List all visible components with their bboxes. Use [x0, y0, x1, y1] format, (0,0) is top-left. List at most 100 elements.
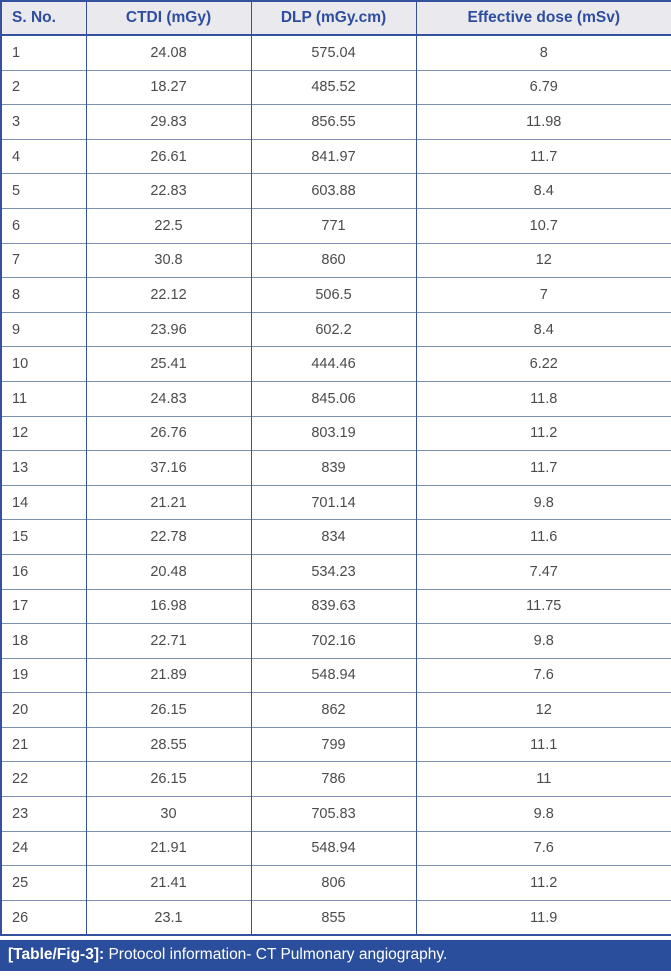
cell-dlp: 845.06: [250, 380, 416, 417]
cell-dlp: 860: [250, 242, 416, 278]
cell-ctdi: 22.83: [85, 173, 251, 209]
table-row: 22 26.15 786 11: [1, 761, 671, 797]
table-row: 6 22.5 771 10.7: [1, 207, 671, 244]
cell-dlp: 702.16: [250, 623, 416, 659]
cell-sno: 5: [1, 173, 86, 209]
table-row: 17 16.98 839.63 11.75: [1, 588, 671, 624]
table-row: 1 24.08 575.04 8: [1, 35, 671, 71]
cell-effective-dose: 6.79: [415, 69, 671, 105]
table-row: 13 37.16 839 11.7: [1, 450, 671, 486]
cell-ctdi: 26.61: [85, 138, 251, 174]
cell-dlp: 839: [250, 450, 416, 486]
cell-dlp: 841.97: [250, 138, 416, 174]
cell-effective-dose: 11.8: [415, 380, 671, 417]
cell-sno: 8: [1, 277, 86, 313]
cell-ctdi: 16.98: [85, 588, 251, 624]
dose-data-table: S. No. CTDI (mGy) DLP (mGy.cm) Effective do…: [0, 0, 671, 937]
table-row: 5 22.83 603.88 8.4: [1, 173, 671, 209]
cell-ctdi: 22.78: [85, 519, 251, 555]
cell-effective-dose: 9.8: [415, 484, 671, 520]
cell-sno: 23: [1, 796, 86, 832]
table-row: 11 24.83 845.06 11.8: [1, 380, 671, 417]
cell-sno: 4: [1, 138, 86, 174]
table-row: 19 21.89 548.94 7.6: [1, 657, 671, 693]
cell-dlp: 806: [250, 865, 416, 901]
cell-effective-dose: 12: [415, 242, 671, 278]
cell-sno: 12: [1, 415, 86, 451]
cell-sno: 20: [1, 692, 86, 728]
cell-ctdi: 21.89: [85, 657, 251, 693]
table-row: 23 30 705.83 9.8: [1, 796, 671, 832]
table-row: 3 29.83 856.55 11.98: [1, 104, 671, 140]
col-header-dlp: DLP (mGy.cm): [250, 1, 416, 36]
cell-effective-dose: 11: [415, 761, 671, 797]
cell-dlp: 862: [250, 692, 416, 728]
cell-dlp: 485.52: [250, 69, 416, 105]
cell-sno: 18: [1, 623, 86, 659]
cell-effective-dose: 8.4: [415, 173, 671, 209]
cell-sno: 2: [1, 69, 86, 105]
cell-ctdi: 20.48: [85, 553, 251, 589]
cell-dlp: 839.63: [250, 588, 416, 624]
cell-effective-dose: 11.98: [415, 104, 671, 140]
caption-label: [Table/Fig-3]:: [8, 946, 105, 964]
cell-dlp: 548.94: [250, 830, 416, 866]
cell-dlp: 803.19: [250, 415, 416, 451]
table-row: 24 21.91 548.94 7.6: [1, 830, 671, 866]
table-row: 2 18.27 485.52 6.79: [1, 69, 671, 105]
cell-effective-dose: 7.47: [415, 553, 671, 589]
cell-effective-dose: 11.9: [415, 899, 671, 936]
cell-dlp: 705.83: [250, 796, 416, 832]
table-row: 18 22.71 702.16 9.8: [1, 623, 671, 659]
cell-sno: 25: [1, 865, 86, 901]
cell-effective-dose: 11.7: [415, 138, 671, 174]
cell-ctdi: 26.15: [85, 761, 251, 797]
cell-dlp: 701.14: [250, 484, 416, 520]
table-row: 8 22.12 506.5 7: [1, 277, 671, 313]
cell-ctdi: 37.16: [85, 450, 251, 486]
cell-ctdi: 26.76: [85, 415, 251, 451]
table-row: 26 23.1 855 11.9: [1, 899, 671, 936]
cell-dlp: 602.2: [250, 311, 416, 347]
cell-effective-dose: 10.7: [415, 207, 671, 244]
caption-text: Protocol information- CT Pulmonary angio…: [104, 946, 448, 964]
table-row: 25 21.41 806 11.2: [1, 865, 671, 901]
cell-dlp: 799: [250, 726, 416, 762]
cell-ctdi: 25.41: [85, 346, 251, 382]
cell-ctdi: 18.27: [85, 69, 251, 105]
cell-dlp: 786: [250, 761, 416, 797]
cell-ctdi: 22.12: [85, 277, 251, 313]
cell-dlp: 444.46: [250, 346, 416, 382]
cell-ctdi: 23.1: [85, 899, 251, 936]
table-row: 7 30.8 860 12: [1, 242, 671, 278]
cell-sno: 3: [1, 104, 86, 140]
cell-sno: 22: [1, 761, 86, 797]
cell-ctdi: 24.83: [85, 380, 251, 417]
table-row: 21 28.55 799 11.1: [1, 726, 671, 762]
cell-sno: 26: [1, 899, 86, 936]
cell-ctdi: 21.41: [85, 865, 251, 901]
cell-dlp: 575.04: [250, 35, 416, 71]
col-header-ctdi: CTDI (mGy): [85, 1, 251, 36]
table-row: 20 26.15 862 12: [1, 692, 671, 728]
cell-effective-dose: 11.75: [415, 588, 671, 624]
cell-effective-dose: 12: [415, 692, 671, 728]
cell-effective-dose: 11.2: [415, 415, 671, 451]
cell-effective-dose: 11.1: [415, 726, 671, 762]
cell-sno: 15: [1, 519, 86, 555]
cell-effective-dose: 11.6: [415, 519, 671, 555]
col-header-effective-dose: Effective dose (mSv): [415, 1, 671, 36]
cell-dlp: 834: [250, 519, 416, 555]
cell-effective-dose: 8.4: [415, 311, 671, 347]
cell-sno: 17: [1, 588, 86, 624]
cell-effective-dose: 7: [415, 277, 671, 313]
cell-ctdi: 30.8: [85, 242, 251, 278]
cell-ctdi: 24.08: [85, 35, 251, 71]
table-row: 14 21.21 701.14 9.8: [1, 484, 671, 520]
cell-ctdi: 21.21: [85, 484, 251, 520]
cell-dlp: 603.88: [250, 173, 416, 209]
cell-effective-dose: 6.22: [415, 346, 671, 382]
cell-effective-dose: 9.8: [415, 796, 671, 832]
cell-sno: 16: [1, 553, 86, 589]
cell-effective-dose: 9.8: [415, 623, 671, 659]
